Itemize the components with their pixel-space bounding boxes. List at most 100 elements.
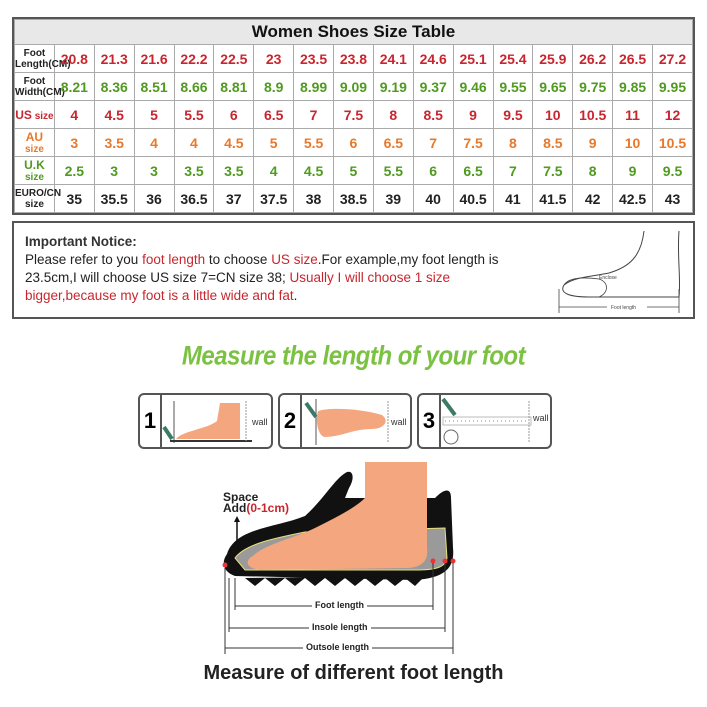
- table-cell: 5.5: [372, 156, 414, 185]
- notice-highlight: foot length: [142, 252, 206, 267]
- step-number: 3: [419, 395, 441, 447]
- table-cell: 26.5: [612, 44, 653, 73]
- ruler-icon: [441, 397, 532, 445]
- notice-highlight: Usually I will choose 1 size bigger,beca…: [25, 270, 451, 303]
- space-text: Space: [223, 490, 259, 504]
- table-cell: 41: [492, 184, 534, 213]
- table-cell: 9.37: [412, 72, 454, 101]
- table-cell: 8: [572, 156, 614, 185]
- table-cell: 8.5: [412, 100, 454, 129]
- table-cell: 8: [492, 128, 534, 157]
- table-cell: 10.5: [652, 128, 693, 157]
- table-cell: 25.9: [532, 44, 574, 73]
- table-cell: 8.21: [53, 72, 95, 101]
- table-cell: 9.46: [452, 72, 494, 101]
- row-label-suffix: size: [24, 172, 44, 183]
- table-cell: 9: [452, 100, 494, 129]
- table-cell: 7: [492, 156, 534, 185]
- table-cell: 3: [93, 156, 135, 185]
- row-label: US size: [14, 100, 55, 129]
- table-cell: 9.75: [572, 72, 614, 101]
- table-cell: 43: [652, 184, 693, 213]
- table-cell: 9: [612, 156, 653, 185]
- table-cell: 6: [213, 100, 255, 129]
- table-cell: 9.55: [492, 72, 534, 101]
- table-cell: 9.85: [612, 72, 653, 101]
- table-cell: 2.5: [53, 156, 95, 185]
- table-cell: 38.5: [333, 184, 374, 213]
- notice-text: to choose: [205, 252, 272, 267]
- enclose-label: Enclose: [599, 275, 617, 281]
- table-cell: 6.5: [253, 100, 295, 129]
- notice-text: .For example,my foot length is 23.5cm,I …: [25, 252, 499, 285]
- table-cell: 3.5: [93, 128, 135, 157]
- table-cell: 39: [372, 184, 414, 213]
- table-cell: 3.5: [173, 156, 215, 185]
- table-cell: 4: [253, 156, 295, 185]
- foot-length-label: Foot length: [611, 305, 636, 311]
- table-cell: 22.2: [173, 44, 215, 73]
- foot-side-icon: [162, 401, 252, 443]
- table-cell: 8.5: [532, 128, 574, 157]
- table-cell: 4.5: [213, 128, 255, 157]
- row-label-text: AU: [25, 130, 44, 144]
- table-cell: 9.95: [652, 72, 693, 101]
- step-number: 1: [140, 395, 162, 447]
- row-label-suffix: size: [34, 110, 54, 122]
- row-label-text: US: [15, 107, 32, 122]
- wall-label: wall: [252, 417, 268, 427]
- notice-title: Important Notice:: [25, 234, 137, 249]
- outsole-length-label: Outsole length: [303, 642, 372, 652]
- table-cell: 42.5: [612, 184, 653, 213]
- table-cell: 4.5: [293, 156, 334, 185]
- row-label-text: EURO/CN size: [15, 187, 62, 210]
- table-cell: 12: [652, 100, 693, 129]
- insole-length-label: Insole length: [309, 622, 371, 632]
- table-cell: 9.09: [333, 72, 374, 101]
- step-number: 2: [280, 395, 302, 447]
- table-cell: 8.9: [253, 72, 295, 101]
- table-row: Foot Width(CM) 8.21 8.36 8.51 8.66 8.81 8.9 8.9…: [14, 72, 693, 101]
- table-cell: 4: [173, 128, 215, 157]
- table-cell: 8.66: [173, 72, 215, 101]
- table-row: AU size 3 3.5 4 4 4.5 5 5.5 6 6.5 7 7.5 8 8.5 9 10 10.5: [14, 128, 693, 157]
- table-cell: 40: [412, 184, 454, 213]
- table-cell: 40.5: [452, 184, 494, 213]
- table-cell: 10: [612, 128, 653, 157]
- table-cell: 9.19: [372, 72, 414, 101]
- row-label-text: U.K: [24, 158, 45, 172]
- table-cell: 25.4: [492, 44, 534, 73]
- table-cell: 6.5: [372, 128, 414, 157]
- table-cell: 9: [572, 128, 614, 157]
- wall-label: wall: [391, 417, 407, 427]
- row-label-suffix: size: [24, 144, 44, 155]
- table-cell: 6: [333, 128, 374, 157]
- row-label-text: Foot Width(CM): [15, 75, 65, 98]
- row-label: Foot Length(CM): [14, 44, 71, 73]
- row-label: AU size: [14, 128, 55, 157]
- heading: Measure the length of your foot: [181, 341, 526, 372]
- row-label: U.K size: [14, 156, 55, 185]
- table-cell: 4: [133, 128, 175, 157]
- table-cell: 9.5: [652, 156, 693, 185]
- table-cell: 7: [293, 100, 334, 129]
- notice-text: .: [293, 288, 298, 303]
- table-cell: 41.5: [532, 184, 574, 213]
- notice-text: Please refer to you: [25, 252, 143, 267]
- step-3: 3 wall: [417, 393, 552, 449]
- table-cell: 4: [53, 100, 95, 129]
- add-range-text: (0-1cm): [246, 501, 290, 515]
- table-cell: 35: [53, 184, 95, 213]
- table-cell: 3: [53, 128, 95, 157]
- table-cell: 7.5: [452, 128, 494, 157]
- step-1: 1 wall: [138, 393, 273, 449]
- table-cell: 24.1: [372, 44, 414, 73]
- table-cell: 20.8: [53, 44, 95, 73]
- step-2: 2 wall: [278, 393, 412, 449]
- table-row: US size 4 4.5 5 5.5 6 6.5 7 7.5 8 8.5 9 9.5 10 10.5 11 1…: [14, 100, 693, 129]
- foot-diagram: Enclose Foot length: [558, 230, 681, 313]
- table-cell: 22.5: [213, 44, 255, 73]
- size-table: Women Shoes Size Table Foot Length(CM) 20…: [12, 17, 695, 215]
- table-cell: 23.5: [293, 44, 334, 73]
- table-cell: 27.2: [652, 44, 693, 73]
